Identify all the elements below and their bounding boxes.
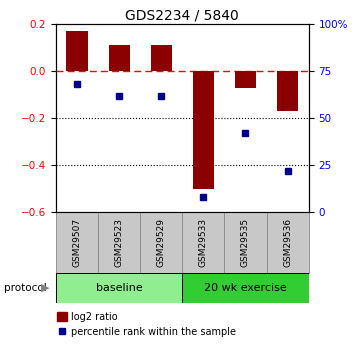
Bar xyxy=(98,212,140,273)
Legend: log2 ratio, percentile rank within the sample: log2 ratio, percentile rank within the s… xyxy=(57,312,236,337)
Bar xyxy=(235,71,256,88)
Bar xyxy=(277,71,298,111)
Text: GSM29535: GSM29535 xyxy=(241,218,250,267)
Text: GSM29533: GSM29533 xyxy=(199,218,208,267)
Bar xyxy=(56,212,98,273)
Title: GDS2234 / 5840: GDS2234 / 5840 xyxy=(125,9,239,23)
Bar xyxy=(182,273,309,303)
Text: baseline: baseline xyxy=(96,283,143,293)
Bar xyxy=(266,212,309,273)
Bar xyxy=(109,45,130,71)
Text: ▶: ▶ xyxy=(41,283,49,293)
Text: GSM29507: GSM29507 xyxy=(73,218,82,267)
Text: protocol: protocol xyxy=(4,283,46,293)
Bar xyxy=(56,273,182,303)
Bar xyxy=(182,212,225,273)
Text: 20 wk exercise: 20 wk exercise xyxy=(204,283,287,293)
Bar xyxy=(66,31,87,71)
Bar xyxy=(140,212,182,273)
Text: GSM29529: GSM29529 xyxy=(157,218,166,267)
Bar xyxy=(225,212,266,273)
Bar xyxy=(193,71,214,189)
Bar xyxy=(151,45,172,71)
Text: GSM29536: GSM29536 xyxy=(283,218,292,267)
Text: GSM29523: GSM29523 xyxy=(115,218,123,267)
